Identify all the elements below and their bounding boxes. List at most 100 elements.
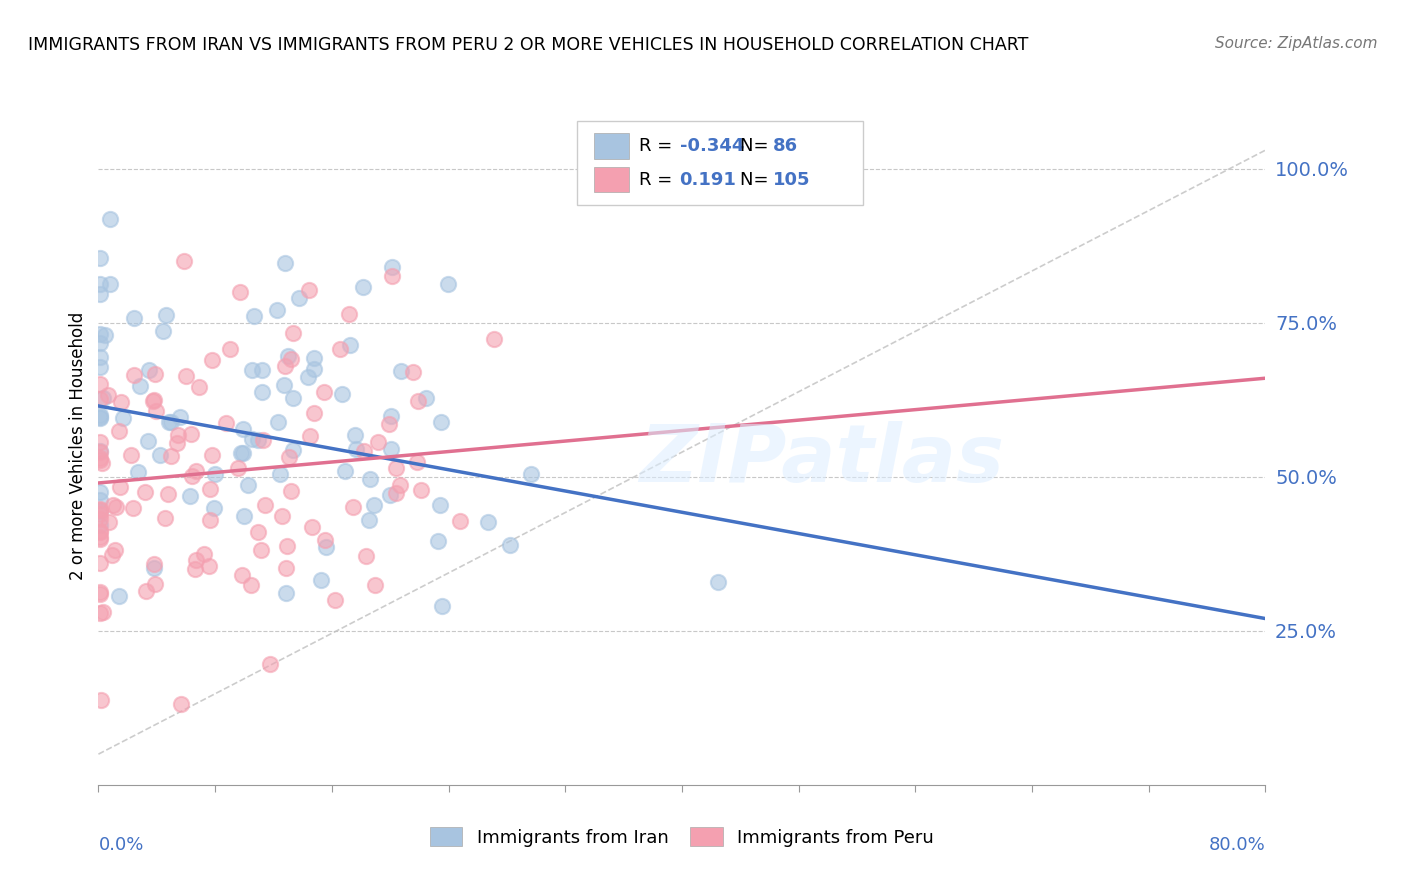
Point — [98, 277, 121, 291]
Point — [142, 561, 165, 575]
Point — [152, 324, 174, 338]
Point — [430, 599, 453, 614]
Point — [89, 350, 111, 364]
Point — [204, 467, 226, 481]
Point — [364, 578, 387, 592]
Point — [283, 326, 305, 341]
Point — [429, 498, 451, 512]
Point — [353, 444, 375, 458]
Point — [107, 589, 129, 603]
Point — [89, 277, 111, 292]
Y-axis label: 2 or more Vehicles in Household: 2 or more Vehicles in Household — [69, 312, 87, 580]
Point — [232, 446, 254, 460]
Point — [233, 509, 256, 524]
Point — [381, 260, 404, 274]
Text: N=: N= — [741, 170, 775, 188]
Point — [107, 425, 129, 439]
Point — [288, 291, 311, 305]
FancyBboxPatch shape — [595, 167, 630, 193]
Point — [94, 327, 117, 342]
Point — [252, 434, 274, 448]
Point — [333, 464, 356, 478]
Point — [89, 336, 111, 351]
Point — [274, 561, 297, 575]
Point — [315, 540, 337, 554]
Point — [229, 285, 252, 299]
Point — [707, 574, 730, 589]
Point — [198, 512, 221, 526]
Point — [89, 524, 111, 539]
Point — [297, 369, 319, 384]
Point — [314, 384, 336, 399]
Point — [157, 416, 180, 430]
Point — [246, 434, 269, 448]
Point — [89, 503, 111, 517]
Point — [187, 380, 209, 394]
Point — [253, 498, 276, 512]
Text: -0.344: -0.344 — [679, 137, 744, 155]
Point — [138, 362, 160, 376]
Point — [136, 434, 159, 448]
Point — [183, 562, 205, 576]
Point — [173, 254, 195, 268]
Point — [266, 302, 288, 317]
Point — [89, 530, 111, 544]
Point — [89, 444, 111, 458]
Point — [499, 537, 522, 551]
Point — [98, 211, 121, 226]
Point — [236, 478, 259, 492]
Point — [380, 442, 402, 457]
Point — [122, 368, 145, 382]
Point — [250, 542, 273, 557]
Text: 80.0%: 80.0% — [1209, 836, 1265, 854]
Point — [180, 426, 202, 441]
Point — [89, 585, 111, 599]
Point — [89, 508, 111, 522]
Point — [240, 363, 263, 377]
Point — [89, 453, 111, 467]
Point — [101, 548, 124, 562]
Point — [274, 255, 297, 269]
Point — [277, 350, 299, 364]
Point — [160, 450, 183, 464]
Point — [89, 287, 111, 301]
Point — [247, 524, 270, 539]
Point — [302, 362, 325, 376]
Point — [89, 606, 111, 620]
Point — [98, 515, 121, 529]
Point — [166, 428, 188, 442]
Point — [380, 409, 402, 424]
Point — [281, 443, 304, 458]
Point — [89, 376, 111, 391]
Point — [239, 578, 262, 592]
Point — [298, 429, 321, 443]
Point — [89, 512, 111, 526]
Point — [186, 553, 208, 567]
Point — [343, 428, 366, 442]
Point — [156, 487, 179, 501]
Text: 0.191: 0.191 — [679, 170, 737, 188]
Point — [155, 308, 177, 322]
Point — [314, 533, 336, 547]
Point — [204, 500, 226, 515]
Point — [330, 386, 353, 401]
Point — [129, 378, 152, 392]
Point — [89, 410, 111, 425]
Point — [259, 657, 281, 671]
Point — [301, 520, 323, 534]
Point — [142, 393, 165, 408]
Point — [89, 435, 111, 450]
Point — [142, 557, 165, 571]
Point — [367, 435, 389, 450]
Point — [89, 556, 111, 570]
Point — [103, 498, 125, 512]
Text: IMMIGRANTS FROM IRAN VS IMMIGRANTS FROM PERU 2 OR MORE VEHICLES IN HOUSEHOLD COR: IMMIGRANTS FROM IRAN VS IMMIGRANTS FROM … — [28, 36, 1029, 54]
Point — [229, 446, 252, 460]
Point — [384, 460, 406, 475]
Point — [323, 593, 346, 607]
Point — [402, 365, 425, 379]
Point — [359, 472, 381, 486]
Point — [298, 283, 321, 297]
Point — [184, 464, 207, 478]
Point — [426, 534, 449, 549]
